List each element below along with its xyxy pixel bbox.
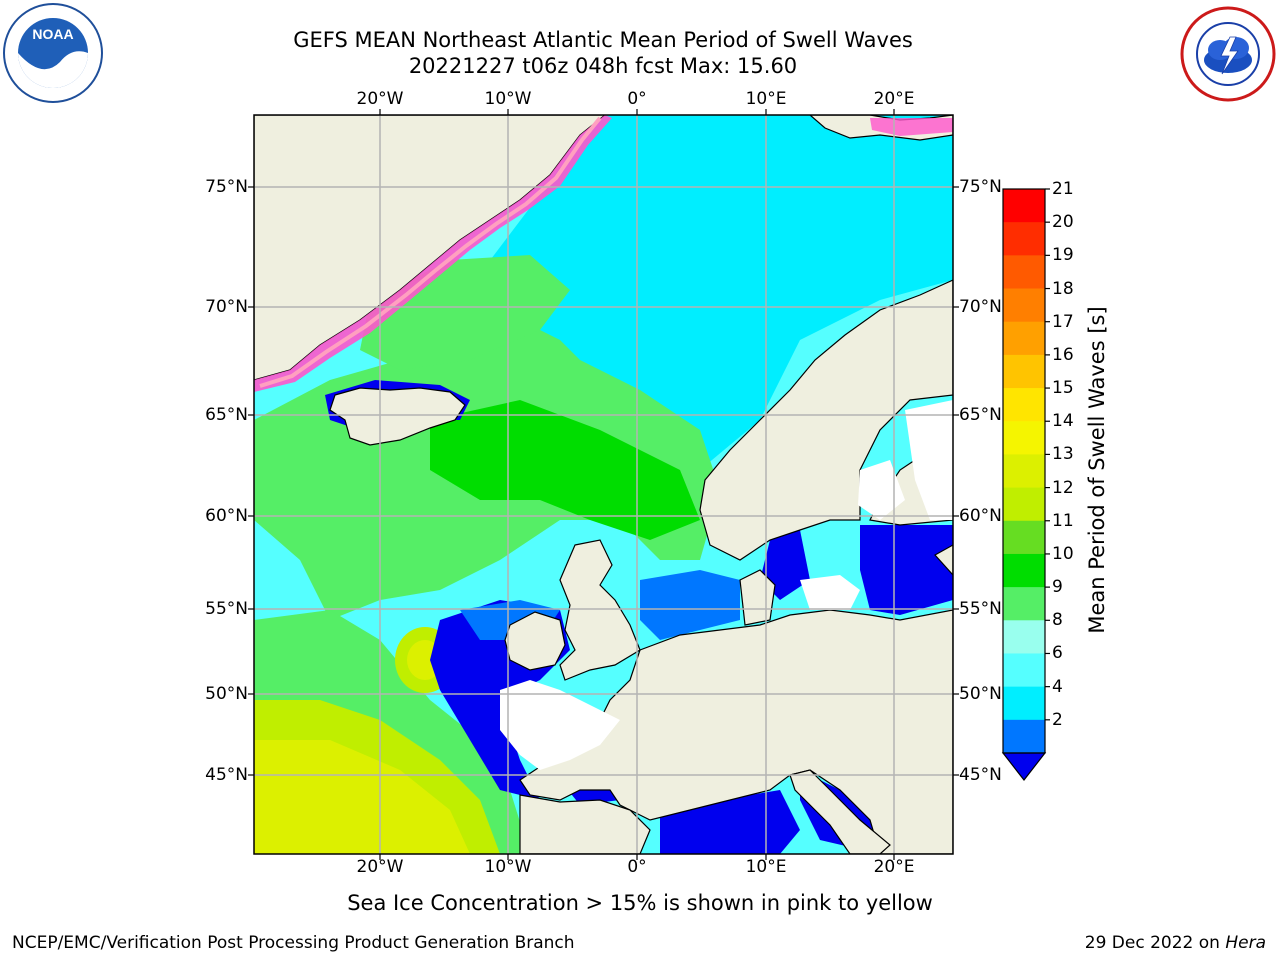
- colorbar-segment: [1003, 487, 1045, 522]
- colorbar-tick-label: 9: [1052, 577, 1063, 598]
- colorbar-segment: [1003, 288, 1045, 323]
- lon-label-top: 10°E: [745, 89, 787, 109]
- colorbar-tick-label: 19: [1052, 245, 1074, 266]
- colorbar-segment: [1003, 189, 1045, 223]
- lat-label-left: 55°N: [205, 599, 248, 619]
- lon-label-bottom: 10°W: [484, 857, 532, 877]
- credit-text: NCEP/EMC/Verification Post Processing Pr…: [12, 933, 575, 953]
- lat-label-left: 45°N: [205, 765, 248, 785]
- colorbar-tick-label: 10: [1052, 543, 1074, 564]
- colorbar-segment: [1003, 255, 1045, 290]
- colorbar-segment: [1003, 388, 1045, 422]
- colorbar-segment: [1003, 222, 1045, 256]
- colorbar-tick-label: 21: [1052, 179, 1074, 199]
- chart-title: GEFS MEAN Northeast Atlantic Mean Period…: [293, 28, 913, 52]
- lon-label-top: 20°E: [873, 89, 915, 109]
- colorbar-segment: [1003, 587, 1045, 621]
- colorbar-segment: [1003, 620, 1045, 654]
- lon-label-top: 0°: [627, 89, 647, 109]
- colorbar-tick-label: 20: [1052, 212, 1074, 233]
- colorbar-segment: [1003, 454, 1045, 489]
- colorbar-segment: [1003, 653, 1045, 688]
- lat-label-left: 50°N: [205, 684, 248, 704]
- date-text: 29 Dec 2022 on: [1084, 933, 1220, 953]
- colorbar-segment: [1003, 553, 1045, 588]
- lat-label-right: 45°N: [959, 765, 1002, 785]
- lon-label-top: 20°W: [356, 89, 404, 109]
- lon-label-bottom: 10°E: [745, 857, 787, 877]
- colorbar-segment: [1003, 354, 1045, 389]
- lat-label-left: 65°N: [205, 405, 248, 425]
- lat-label-right: 50°N: [959, 684, 1002, 704]
- colorbar-tick-label: 6: [1052, 643, 1063, 664]
- noaa-logo: NOAA: [3, 3, 103, 103]
- lat-label-right: 60°N: [959, 506, 1002, 526]
- colorbar-tick-label: 14: [1052, 411, 1074, 432]
- colorbar-tick-label: 11: [1052, 510, 1074, 531]
- lat-label-right: 65°N: [959, 405, 1002, 425]
- date-credit: 29 Dec 2022 on Hera: [1085, 933, 1266, 953]
- colorbar-tick-label: 18: [1052, 278, 1074, 299]
- lon-label-bottom: 0°: [627, 857, 647, 877]
- graticule: [254, 115, 953, 854]
- machine-name: Hera: [1225, 933, 1266, 953]
- lat-label-left: 60°N: [205, 506, 248, 526]
- lat-label-left: 70°N: [205, 297, 248, 317]
- colorbar-tick-label: 17: [1052, 311, 1074, 332]
- colorbar-label: Mean Period of Swell Waves [s]: [1085, 306, 1109, 634]
- lat-label-right: 70°N: [959, 297, 1002, 317]
- sea-ice-note: Sea Ice Concentration > 15% is shown in …: [347, 891, 933, 915]
- lat-label-right: 55°N: [959, 599, 1002, 619]
- colorbar-tick-label: 8: [1052, 610, 1063, 631]
- colorbar-tick-label: 16: [1052, 344, 1074, 365]
- lon-label-bottom: 20°E: [873, 857, 915, 877]
- colorbar-segment: [1003, 520, 1045, 555]
- colorbar-segment: [1003, 421, 1045, 455]
- colorbar-tick-label: 2: [1052, 709, 1063, 730]
- chart-subtitle: 20221227 t06z 048h fcst Max: 15.60: [408, 54, 798, 78]
- map-frame: [253, 114, 954, 855]
- colorbar-segment: [1003, 321, 1045, 356]
- colorbar-tick-label: 4: [1052, 676, 1063, 697]
- colorbar-segment: [1003, 719, 1045, 754]
- colorbar-under-triangle: [1001, 752, 1047, 781]
- lat-label-right: 75°N: [959, 177, 1002, 197]
- lon-label-bottom: 20°W: [356, 857, 404, 877]
- colorbar: [1001, 188, 1050, 781]
- colorbar-tick-label: 13: [1052, 444, 1074, 465]
- colorbar-segment: [1003, 686, 1045, 721]
- lat-label-left: 75°N: [205, 177, 248, 197]
- nws-logo: [1180, 6, 1276, 102]
- colorbar-tick-label: 12: [1052, 477, 1074, 498]
- lon-label-top: 10°W: [484, 89, 532, 109]
- map-area: [254, 115, 953, 854]
- noaa-logo-text: NOAA: [32, 26, 73, 42]
- colorbar-tick-label: 15: [1052, 378, 1074, 399]
